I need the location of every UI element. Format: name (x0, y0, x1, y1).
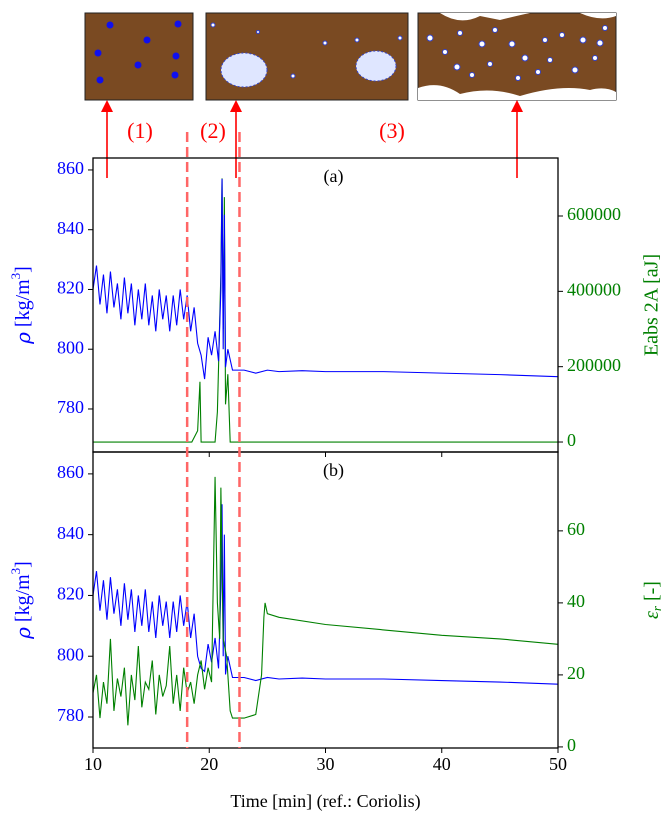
plot-frame (92, 451, 559, 749)
y-tick-label: 860 (57, 158, 84, 178)
thumbnail-1 (84, 12, 194, 101)
y-tick-label: 780 (57, 705, 84, 725)
data-line (93, 178, 558, 443)
y-tick-label: 820 (57, 278, 84, 298)
y-label-sup: 3 (8, 568, 23, 575)
arrows (101, 100, 523, 178)
region-label: (2) (200, 118, 226, 143)
y2-tick-label: 0 (567, 735, 576, 755)
y-label-symbol: ρ (11, 332, 35, 345)
panel-annotation: (a) (324, 166, 344, 187)
y2-tick-label: 200000 (567, 355, 621, 375)
thumbnail-2 (205, 12, 409, 101)
y2-tick-label: 600000 (567, 204, 621, 224)
y-tick-label: 840 (57, 218, 84, 238)
y2-tick-label: 0 (567, 430, 576, 450)
thumbnail-3 (417, 12, 617, 101)
y2-label-sub: r (649, 605, 664, 611)
x-tick-label: 10 (84, 754, 102, 774)
y-tick-label: 800 (57, 644, 84, 664)
y-tick-label: 860 (57, 462, 84, 482)
y-label-unit: [kg/m (12, 574, 34, 627)
y2-tick-label: 40 (567, 591, 585, 611)
y2-tick-label: 20 (567, 663, 585, 683)
data-line (93, 504, 558, 685)
x-tick-label: 30 (317, 754, 335, 774)
y-tick-label: 840 (57, 523, 84, 543)
x-tick-label: 40 (433, 754, 451, 774)
y2-label-unit: [-] (641, 581, 663, 606)
y-axis-label: ρ [kg/m3] (8, 561, 35, 640)
y-axis-label: ρ [kg/m3] (8, 266, 35, 345)
y-tick-label: 780 (57, 397, 84, 417)
region-label: (1) (127, 118, 153, 143)
y-label-unit: [kg/m (12, 279, 34, 332)
y-label-symbol: ρ (11, 627, 35, 640)
y2-axis-label: εr [-] (641, 581, 664, 619)
y-label-sup: 3 (8, 273, 23, 280)
y-label-end: ] (12, 561, 34, 568)
y-label-end: ] (12, 266, 34, 273)
y-tick-label: 800 (57, 337, 84, 357)
x-tick-label: 50 (549, 754, 567, 774)
y-tick-label: 820 (57, 584, 84, 604)
data-line (93, 476, 558, 726)
y2-label-symbol: ε (641, 611, 663, 619)
region-label: (3) (379, 118, 405, 143)
data-line (93, 178, 558, 380)
plot-frame (92, 157, 559, 453)
y2-axis-label: Eabs 2A [aJ] (641, 254, 663, 356)
y2-tick-label: 400000 (567, 279, 621, 299)
y2-tick-label: 60 (567, 519, 585, 539)
x-axis-label: Time [min] (ref.: Coriolis) (230, 791, 420, 812)
panel-annotation: (b) (323, 460, 344, 481)
x-tick-label: 20 (200, 754, 218, 774)
